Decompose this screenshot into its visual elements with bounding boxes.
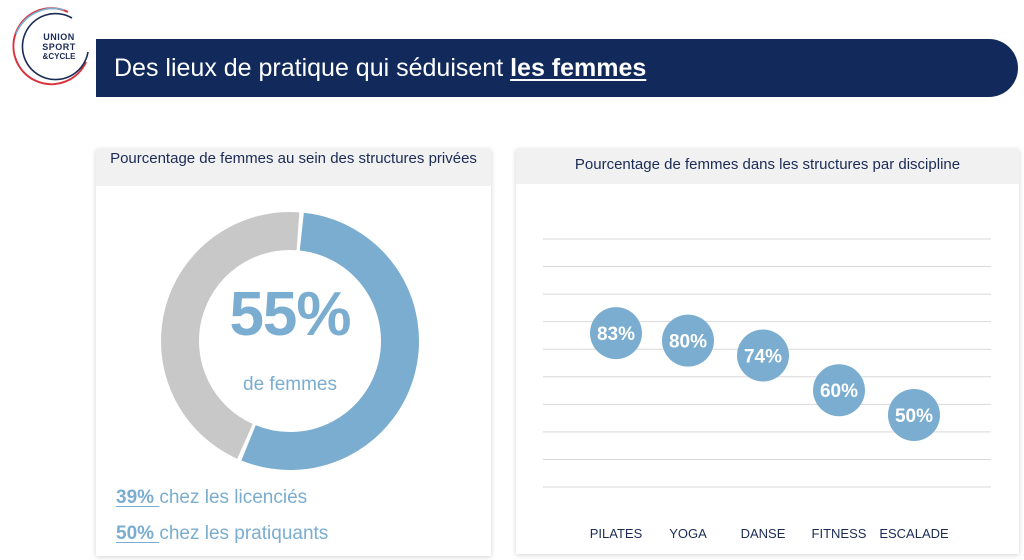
- logo-text-union: UNION: [43, 32, 75, 42]
- bubble-label-pilates: 83%: [597, 324, 635, 345]
- bubble-danse: [737, 329, 789, 382]
- page-title-emphasis: les femmes: [510, 54, 647, 82]
- bubble-fitness: [813, 364, 865, 417]
- bubble-escalade: [888, 389, 940, 441]
- stat-licencies-value: 39%: [116, 487, 160, 508]
- donut-chart: [161, 212, 419, 470]
- category-label-escalade: ESCALADE: [879, 526, 949, 541]
- donut-panel-title: Pourcentage de femmes au sein des struct…: [96, 149, 491, 186]
- private-structures-panel: Pourcentage de femmes au sein des struct…: [96, 149, 491, 556]
- bubble-label-fitness: 60%: [820, 381, 858, 402]
- page-title-prefix: Des lieux de pratique qui séduisent: [114, 54, 511, 82]
- stat-pratiquants-text: chez les pratiquants: [159, 523, 329, 544]
- donut-slice-rest: [161, 212, 300, 459]
- discipline-panel-title: Pourcentage de femmes dans les structure…: [516, 149, 1019, 184]
- donut-slice-femmes: [241, 212, 419, 470]
- header-banner: Des lieux de pratique qui séduisent les …: [96, 39, 1018, 97]
- bubble-label-danse: 74%: [744, 346, 782, 367]
- discipline-bubble-chart: 83% PILATES 80% YOGA 74% DANSE 60% FITNESS 50% ES…: [543, 238, 991, 541]
- bubble-yoga: [662, 314, 714, 367]
- donut-caption: de femmes: [243, 374, 337, 395]
- union-sport-cycle-logo: UNION SPORT &CYCLE: [6, 4, 96, 90]
- bubble-label-escalade: 50%: [895, 406, 933, 427]
- stat-pratiquants: 50% chez les pratiquants: [116, 523, 328, 545]
- page-title: Des lieux de pratique qui séduisent les …: [114, 54, 646, 83]
- logo-text-cycle: &CYCLE: [42, 52, 76, 61]
- bubble-label-yoga: 80%: [669, 332, 707, 353]
- stat-pratiquants-value: 50%: [116, 523, 160, 544]
- logo-rings-icon: [12, 7, 89, 86]
- discipline-panel: Pourcentage de femmes dans les structure…: [516, 149, 1019, 554]
- bubble-pilates: [590, 307, 642, 360]
- category-label-yoga: YOGA: [669, 526, 707, 541]
- logo-text-sport: SPORT: [42, 42, 76, 52]
- stat-licencies: 39% chez les licenciés: [116, 487, 307, 509]
- category-label-pilates: PILATES: [590, 526, 643, 541]
- stat-licencies-text: chez les licenciés: [159, 487, 308, 508]
- category-label-fitness: FITNESS: [812, 526, 867, 541]
- donut-value: 55%: [229, 280, 351, 349]
- category-label-danse: DANSE: [741, 526, 786, 541]
